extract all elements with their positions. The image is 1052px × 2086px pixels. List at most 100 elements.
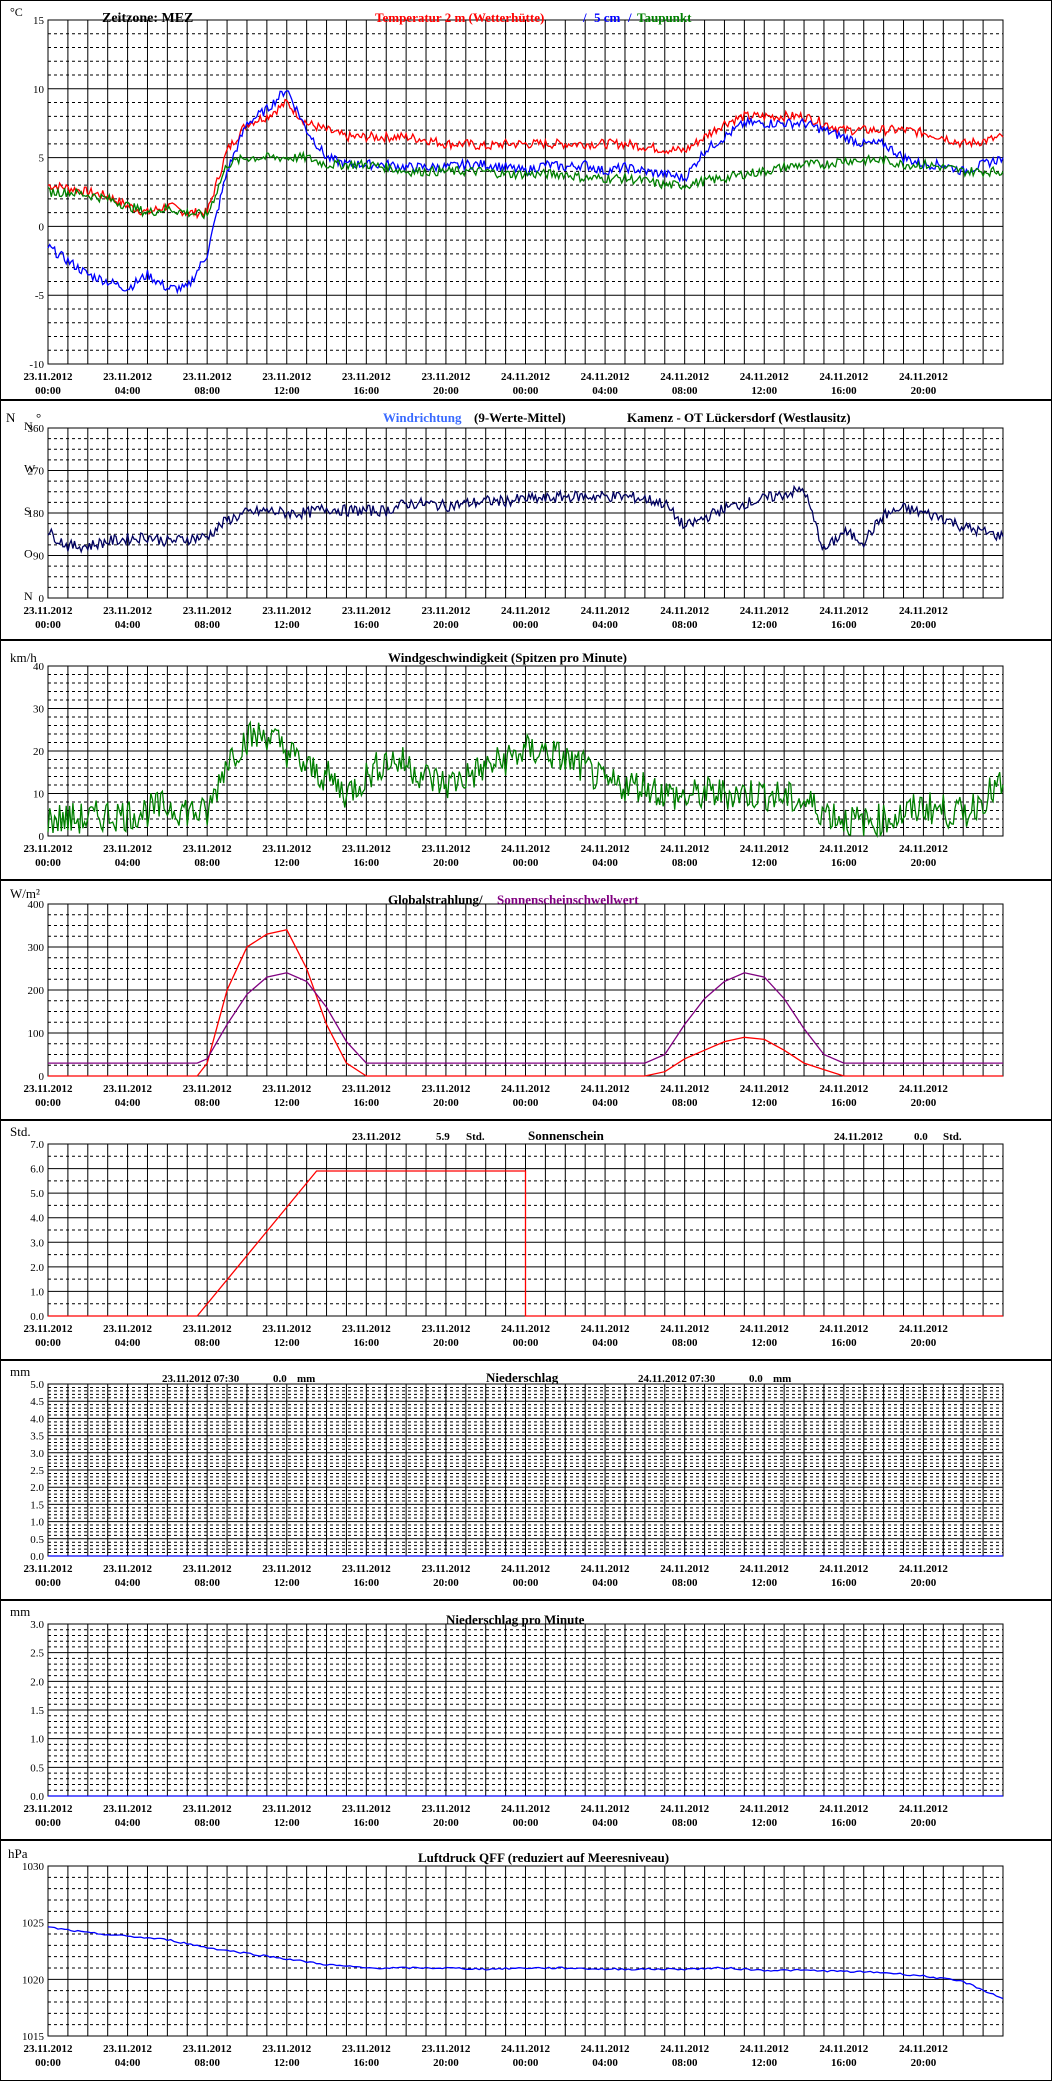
- y-tick-label: 1030: [22, 1861, 45, 1873]
- x-tick-date: 23.11.2012: [262, 1803, 311, 1815]
- precipitation-minute-grid: [47, 1623, 1004, 1797]
- x-tick-date: 24.11.2012: [819, 1803, 868, 1815]
- series-line: [48, 972, 1003, 1064]
- y-tick-label: 400: [28, 899, 45, 911]
- x-tick-time: 16:00: [353, 1337, 379, 1349]
- x-tick-time: 00:00: [513, 2057, 539, 2069]
- x-tick-date: 23.11.2012: [24, 1563, 73, 1575]
- y-tick-label: -10: [29, 359, 44, 371]
- x-tick-time: 04:00: [115, 385, 141, 397]
- y-tick-label: 5: [39, 153, 45, 165]
- series-line: [47, 90, 1004, 295]
- y-tick-label: 180: [28, 508, 45, 520]
- x-tick-time: 20:00: [433, 619, 459, 631]
- radiation-unit: W/m²: [10, 886, 40, 901]
- x-tick-time: 12:00: [274, 1337, 300, 1349]
- sunshine-unit: Std.: [10, 1124, 31, 1139]
- x-tick-time: 20:00: [911, 1817, 937, 1829]
- compass-label: O: [24, 547, 33, 561]
- title-radiation: Globalstrahlung/: [388, 892, 483, 907]
- compass-label: W: [24, 462, 36, 476]
- x-tick-time: 16:00: [353, 385, 379, 397]
- precipitation-grid: [47, 1383, 1004, 1557]
- x-tick-time: 16:00: [831, 1577, 857, 1589]
- temperature-ytick-labels: 15 10 5 0 -5 -10: [29, 15, 44, 371]
- x-tick-date: 23.11.2012: [24, 1083, 73, 1095]
- x-tick-time: 16:00: [831, 1337, 857, 1349]
- x-tick-time: 04:00: [115, 619, 141, 631]
- x-tick-time: 20:00: [911, 1097, 937, 1109]
- x-tick-time: 16:00: [353, 1097, 379, 1109]
- x-tick-date: 24.11.2012: [819, 1563, 868, 1575]
- precipitation-unit: mm: [10, 1364, 30, 1379]
- wind-direction-chart: 360 270 180 90 0 23.11.2012 00:00 23.11.2012 04…: [0, 400, 1052, 640]
- x-tick-time: 08:00: [672, 1817, 698, 1829]
- x-tick-time: 08:00: [672, 1097, 698, 1109]
- x-tick-date: 24.11.2012: [581, 1803, 630, 1815]
- y-tick-label: 5.0: [30, 1188, 44, 1200]
- x-tick-time: 20:00: [433, 1817, 459, 1829]
- x-tick-date: 23.11.2012: [183, 843, 232, 855]
- x-tick-time: 20:00: [433, 1337, 459, 1349]
- x-tick-time: 04:00: [115, 1817, 141, 1829]
- x-tick-date: 23.11.2012: [262, 605, 311, 617]
- radiation-xtick-labels: 23.11.2012 00:00 23.11.2012 04:00 23.11.2012…: [24, 1083, 949, 1109]
- x-tick-date: 23.11.2012: [342, 605, 391, 617]
- y-tick-label: 0.0: [30, 1311, 44, 1323]
- x-tick-date: 23.11.2012: [262, 1563, 311, 1575]
- x-tick-date: 24.11.2012: [899, 605, 948, 617]
- x-tick-date: 23.11.2012: [262, 843, 311, 855]
- y-tick-label: 100: [28, 1028, 45, 1040]
- x-tick-time: 16:00: [353, 1577, 379, 1589]
- x-tick-date: 24.11.2012: [899, 1323, 948, 1335]
- x-tick-time: 20:00: [433, 385, 459, 397]
- sunshine-day1-value: 5.9: [436, 1131, 450, 1143]
- x-tick-date: 24.11.2012: [740, 2043, 789, 2055]
- precip-day2-value: 0.0: [749, 1373, 763, 1385]
- x-tick-time: 16:00: [353, 619, 379, 631]
- y-tick-label: 7.0: [30, 1139, 44, 1151]
- x-tick-date: 24.11.2012: [899, 1563, 948, 1575]
- x-tick-date: 24.11.2012: [899, 1803, 948, 1815]
- precipitation-minute-unit: mm: [10, 1604, 30, 1619]
- x-tick-time: 08:00: [194, 1577, 220, 1589]
- precipitation-ytick-labels: 5.0 4.5 4.0 3.5 3.0 2.5 2.0 1.5 1.0 0.5 0.0: [30, 1379, 44, 1563]
- x-tick-date: 24.11.2012: [819, 1323, 868, 1335]
- precip-day1-unit: mm: [297, 1373, 315, 1385]
- x-tick-date: 23.11.2012: [24, 371, 73, 383]
- sunshine-xtick-labels: 23.11.2012 00:00 23.11.2012 04:00 23.11.2012…: [24, 1323, 949, 1349]
- sunshine-chart: 7.0 6.0 5.0 4.0 3.0 2.0 1.0 0.0 23.11.2012 00:00…: [0, 1120, 1052, 1360]
- x-tick-time: 04:00: [592, 2057, 618, 2069]
- x-tick-time: 12:00: [751, 1097, 777, 1109]
- x-tick-date: 23.11.2012: [342, 371, 391, 383]
- x-tick-time: 08:00: [194, 1337, 220, 1349]
- x-tick-date: 23.11.2012: [183, 1563, 232, 1575]
- x-tick-time: 12:00: [274, 619, 300, 631]
- precipitation-panel: 5.0 4.5 4.0 3.5 3.0 2.5 2.0 1.5 1.0 0.5 0.0 23.11.…: [0, 1360, 1052, 1600]
- x-tick-date: 23.11.2012: [183, 1083, 232, 1095]
- x-tick-time: 12:00: [274, 1577, 300, 1589]
- x-tick-time: 20:00: [911, 385, 937, 397]
- precipitation-minute-ytick-labels: 3.0 2.5 2.0 1.5 1.0 0.5 0.0: [30, 1619, 44, 1803]
- x-tick-date: 24.11.2012: [501, 2043, 550, 2055]
- x-tick-date: 23.11.2012: [24, 605, 73, 617]
- x-tick-date: 24.11.2012: [581, 2043, 630, 2055]
- plot-area-border: [47, 665, 1004, 837]
- y-tick-label: 2.0: [30, 1262, 44, 1274]
- x-tick-date: 24.11.2012: [581, 843, 630, 855]
- x-tick-time: 20:00: [433, 1577, 459, 1589]
- x-tick-date: 24.11.2012: [660, 605, 709, 617]
- pressure-panel: 1030 1025 1020 1015 23.11.2012 00:00 23.11.20…: [0, 1840, 1052, 2081]
- y-tick-label: 3.0: [30, 1237, 44, 1249]
- title-temp-2m: Temperatur 2 m (Wetterhütte): [375, 10, 544, 25]
- x-tick-date: 24.11.2012: [819, 605, 868, 617]
- x-tick-time: 12:00: [751, 1577, 777, 1589]
- x-tick-date: 23.11.2012: [24, 2043, 73, 2055]
- x-tick-time: 16:00: [831, 1817, 857, 1829]
- x-tick-date: 23.11.2012: [421, 843, 470, 855]
- x-tick-time: 00:00: [513, 619, 539, 631]
- wind-direction-degree-unit: °: [36, 410, 41, 425]
- x-tick-time: 08:00: [194, 619, 220, 631]
- y-tick-label: 1025: [22, 1918, 45, 1930]
- sunshine-panel: 7.0 6.0 5.0 4.0 3.0 2.0 1.0 0.0 23.11.2012 00:00…: [0, 1120, 1052, 1360]
